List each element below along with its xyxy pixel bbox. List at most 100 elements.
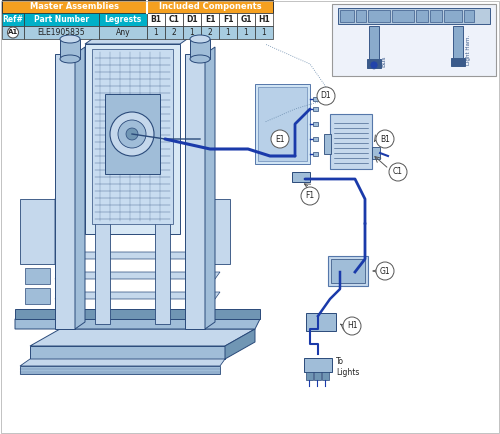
Polygon shape — [25, 268, 50, 284]
Polygon shape — [15, 309, 260, 319]
Text: Any: Any — [116, 28, 130, 37]
Bar — [356, 10, 366, 22]
Bar — [255, 26, 273, 39]
Text: E1: E1 — [205, 15, 215, 24]
Text: 1: 1 — [190, 28, 194, 37]
Polygon shape — [55, 292, 220, 299]
Polygon shape — [185, 54, 205, 329]
Circle shape — [8, 27, 18, 38]
Bar — [2, 0, 147, 13]
Bar — [464, 10, 474, 22]
Text: H1: H1 — [258, 15, 270, 24]
Ellipse shape — [60, 55, 80, 63]
Text: D1: D1 — [320, 92, 332, 101]
Bar — [219, 13, 237, 26]
Text: B1: B1 — [380, 135, 390, 144]
Circle shape — [271, 130, 289, 148]
Bar — [165, 13, 183, 26]
Polygon shape — [30, 346, 225, 359]
Text: 1: 1 — [244, 28, 248, 37]
Text: F1: F1 — [223, 15, 233, 24]
Polygon shape — [20, 366, 220, 374]
Bar — [24, 13, 99, 26]
Bar — [372, 147, 380, 159]
Bar — [313, 122, 318, 126]
Bar — [313, 137, 318, 141]
Bar — [183, 26, 201, 39]
Bar — [306, 372, 313, 380]
Text: 2: 2 — [208, 28, 212, 37]
Polygon shape — [55, 252, 220, 259]
Bar — [99, 26, 147, 39]
Bar — [92, 49, 173, 224]
Circle shape — [370, 61, 378, 69]
Bar — [453, 26, 463, 62]
Polygon shape — [155, 59, 170, 324]
Polygon shape — [15, 319, 260, 329]
Text: Part Number: Part Number — [34, 15, 89, 24]
Bar — [324, 134, 331, 154]
Polygon shape — [95, 59, 110, 324]
Bar — [306, 313, 336, 331]
Bar — [368, 10, 390, 22]
Text: Included Components: Included Components — [158, 2, 262, 11]
Polygon shape — [75, 47, 85, 329]
Bar — [328, 256, 368, 286]
Polygon shape — [85, 44, 180, 234]
Bar — [147, 0, 273, 13]
Bar — [338, 8, 490, 24]
Text: To
Lights: To Lights — [336, 357, 359, 377]
Circle shape — [376, 130, 394, 148]
Text: C1: C1 — [168, 15, 179, 24]
Text: Ref#: Ref# — [2, 15, 24, 24]
Circle shape — [118, 120, 146, 148]
Bar — [330, 114, 372, 169]
Text: A1: A1 — [8, 30, 18, 36]
Polygon shape — [85, 37, 190, 44]
Text: 1: 1 — [262, 28, 266, 37]
Bar — [304, 358, 332, 372]
Polygon shape — [20, 199, 55, 264]
Bar — [332, 4, 496, 76]
Polygon shape — [205, 47, 215, 329]
Circle shape — [389, 163, 407, 181]
Circle shape — [343, 317, 361, 335]
Text: E1: E1 — [275, 135, 285, 144]
Text: Light Ham.: Light Ham. — [466, 35, 471, 65]
Text: 2: 2 — [172, 28, 176, 37]
Bar — [183, 13, 201, 26]
Text: Bus: Bus — [381, 55, 386, 67]
Circle shape — [301, 187, 319, 205]
Bar — [237, 13, 255, 26]
Bar — [416, 10, 428, 22]
Bar — [219, 26, 237, 39]
Polygon shape — [55, 192, 65, 264]
Polygon shape — [55, 272, 220, 279]
Polygon shape — [55, 54, 75, 329]
Text: G1: G1 — [380, 266, 390, 276]
Ellipse shape — [190, 35, 210, 43]
Bar — [99, 13, 147, 26]
Polygon shape — [225, 329, 255, 359]
Polygon shape — [190, 39, 210, 59]
Text: B1: B1 — [150, 15, 162, 24]
Text: Master Assemblies: Master Assemblies — [30, 2, 119, 11]
Bar — [292, 172, 310, 182]
Polygon shape — [25, 288, 50, 304]
Bar — [314, 372, 321, 380]
Text: 1: 1 — [154, 28, 158, 37]
Text: F1: F1 — [306, 191, 314, 201]
Text: Legrests: Legrests — [104, 15, 142, 24]
Bar — [451, 58, 465, 66]
Bar — [444, 10, 462, 22]
Polygon shape — [20, 359, 225, 366]
Bar — [313, 152, 318, 156]
Bar — [331, 259, 365, 283]
Circle shape — [376, 262, 394, 280]
Text: ELE1905835: ELE1905835 — [38, 28, 86, 37]
Bar — [165, 26, 183, 39]
Text: C1: C1 — [393, 168, 403, 177]
Polygon shape — [60, 39, 80, 59]
Ellipse shape — [190, 55, 210, 63]
Circle shape — [126, 128, 138, 140]
